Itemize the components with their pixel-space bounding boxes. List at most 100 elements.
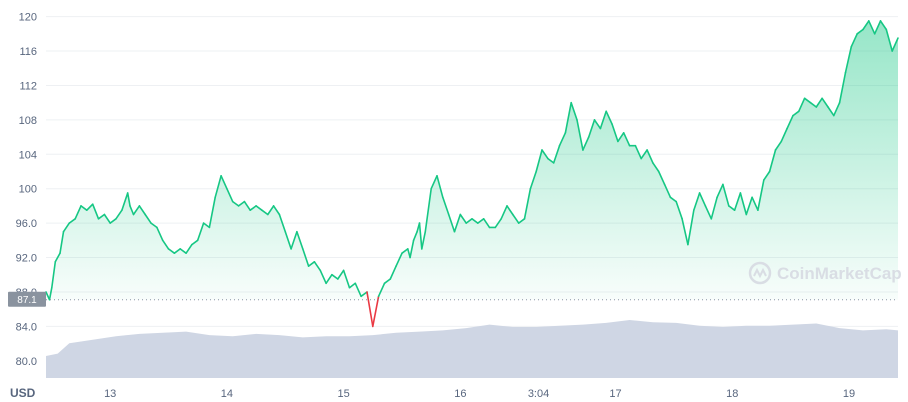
price-line-segment — [523, 187, 532, 220]
price-line-segment — [587, 119, 596, 138]
price-line-segment — [476, 218, 485, 224]
price-line-segment — [780, 127, 788, 143]
price-line-segment — [722, 183, 730, 207]
price-line-segment — [161, 239, 170, 250]
price-line-segment — [185, 243, 193, 254]
price-line-segment — [850, 32, 859, 48]
watermark-logo: CoinMarketCap — [748, 261, 902, 285]
price-line-segment — [891, 37, 899, 52]
x-tick-label: 18 — [726, 388, 738, 400]
price-line-segment — [716, 183, 724, 199]
price-line — [45, 20, 899, 328]
price-line-segment — [506, 205, 514, 216]
price-line-segment — [272, 205, 281, 216]
price-line-segment — [86, 203, 94, 211]
price-line-segment — [296, 230, 304, 250]
price-line-segment — [243, 200, 251, 211]
volume-area — [46, 320, 898, 378]
price-line-segment — [441, 196, 450, 216]
price-line-segment — [640, 149, 648, 160]
price-line-segment — [301, 248, 310, 267]
price-line-segment — [873, 20, 882, 35]
price-line-segment — [132, 205, 141, 216]
price-line-segment — [739, 192, 748, 216]
price-line-segment — [220, 175, 228, 190]
price-line-segment — [552, 144, 561, 164]
price-line-segment — [494, 218, 503, 229]
reference-price-label: 87.1 — [17, 295, 37, 306]
price-line-segment — [62, 222, 71, 233]
price-line-segment — [669, 196, 678, 203]
price-line-segment — [409, 239, 415, 259]
x-tick-label: 3:04 — [528, 388, 549, 400]
price-line-segment — [430, 175, 438, 190]
price-line-segment — [786, 114, 794, 130]
price-line-segment — [208, 196, 216, 229]
price-line-segment — [59, 230, 65, 254]
price-line-segment — [797, 97, 806, 113]
price-line-segment — [838, 71, 847, 104]
price-line-segment — [109, 218, 117, 224]
price-line-segment — [313, 260, 322, 272]
price-line-segment — [307, 260, 316, 267]
price-line-segment — [832, 101, 841, 117]
price-line-segment — [45, 291, 51, 301]
price-line-segment — [471, 218, 479, 224]
price-line-segment — [366, 291, 374, 328]
price-line-segment — [745, 196, 753, 216]
price-line-segment — [383, 278, 392, 285]
price-area — [46, 20, 898, 300]
price-line-segment — [821, 97, 829, 108]
price-line-segment — [290, 230, 298, 250]
price-line-segment — [91, 203, 100, 220]
price-line-segment — [284, 230, 292, 250]
price-line-segment — [762, 170, 771, 181]
price-line-segment — [336, 269, 345, 280]
price-line-segment — [214, 175, 222, 199]
price-line-segment — [191, 239, 199, 246]
coinmarketcap-icon — [748, 261, 772, 285]
price-line-segment — [319, 269, 327, 285]
price-line-segment — [605, 110, 613, 125]
price-line-segment — [564, 101, 573, 134]
price-line-segment — [757, 179, 765, 211]
price-line-segment — [582, 136, 590, 151]
price-line-segment — [226, 187, 234, 203]
x-axis-tick-labels: 13 14 15 16 3:04 17 18 19 — [104, 388, 855, 400]
price-line-segment — [792, 110, 800, 117]
price-line-segment — [611, 123, 619, 143]
y-tick-label: 108 — [19, 115, 37, 127]
price-line-segment — [255, 205, 263, 211]
price-line-segment — [657, 170, 666, 186]
price-line-segment — [167, 248, 176, 254]
watermark-text: CoinMarketCap — [777, 264, 902, 283]
price-area-fill — [46, 20, 898, 300]
price-line-segment — [803, 97, 812, 104]
currency-label: USD — [10, 386, 36, 400]
price-line-segment — [231, 200, 240, 207]
price-line-segment — [447, 213, 456, 233]
price-line-segment — [517, 218, 526, 224]
price-line-segment — [482, 218, 491, 229]
price-line-segment — [412, 230, 418, 242]
price-line-segment — [541, 149, 549, 160]
price-line-segment — [377, 282, 386, 298]
price-line-segment — [599, 110, 608, 130]
price-line-segment — [371, 295, 380, 328]
price-line-segment — [342, 269, 351, 289]
price-line-segment — [354, 282, 362, 298]
price-line-segment — [129, 205, 135, 216]
price-line-segment — [570, 101, 578, 121]
price-line-segment — [97, 213, 106, 220]
price-line-segment — [156, 226, 164, 242]
price-line-segment — [698, 192, 707, 207]
price-line-segment — [266, 205, 275, 216]
price-line-segment — [646, 149, 654, 164]
y-tick-label: 80.0 — [16, 356, 37, 368]
reference-price-tag: 87.1 — [8, 291, 46, 307]
price-line-segment — [325, 273, 333, 285]
price-line-segment — [395, 252, 403, 267]
price-line-segment — [278, 213, 287, 233]
x-tick-label: 17 — [609, 388, 621, 400]
